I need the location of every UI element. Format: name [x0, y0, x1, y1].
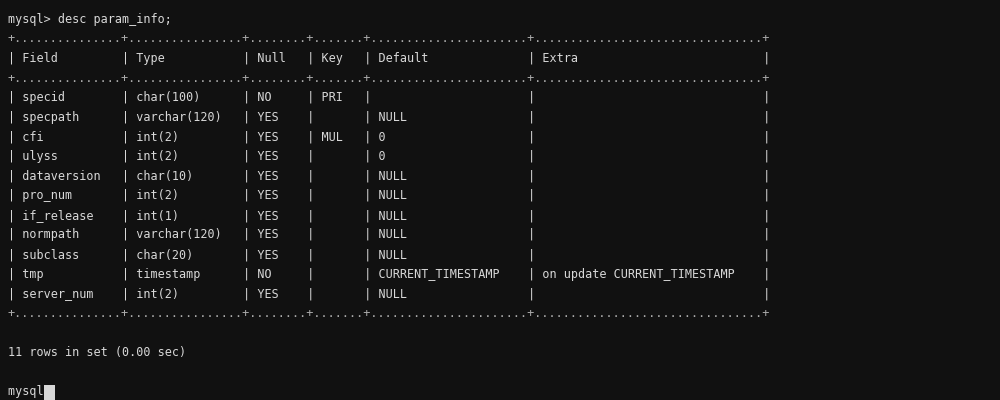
Text: mysql>: mysql> — [8, 385, 58, 398]
Text: 11 rows in set (0.00 sec): 11 rows in set (0.00 sec) — [8, 346, 186, 359]
Text: | pro_num       | int(2)         | YES    |       | NULL                 |      : | pro_num | int(2) | YES | | NULL | — [8, 189, 770, 202]
Text: +...............+................+........+.......+......................+......: +...............+................+......… — [8, 307, 770, 320]
Text: | ulyss         | int(2)         | YES    |       | 0                    |      : | ulyss | int(2) | YES | | 0 | — [8, 150, 770, 163]
Text: +...............+................+........+.......+......................+......: +...............+................+......… — [8, 72, 770, 85]
Text: | specpath      | varchar(120)   | YES    |       | NULL                 |      : | specpath | varchar(120) | YES | | NULL… — [8, 111, 770, 124]
Text: | specid        | char(100)      | NO     | PRI   |                      |      : | specid | char(100) | NO | PRI | | — [8, 91, 770, 104]
Text: | dataversion   | char(10)       | YES    |       | NULL                 |      : | dataversion | char(10) | YES | | NULL … — [8, 170, 770, 182]
Text: | if_release    | int(1)         | YES    |       | NULL                 |      : | if_release | int(1) | YES | | NULL | — [8, 209, 770, 222]
Text: mysql> desc param_info;: mysql> desc param_info; — [8, 13, 172, 26]
Text: +...............+................+........+.......+......................+......: +...............+................+......… — [8, 32, 770, 46]
Text: | cfi           | int(2)         | YES    | MUL   | 0                    |      : | cfi | int(2) | YES | MUL | 0 | — [8, 130, 770, 144]
Text: | tmp           | timestamp      | NO     |       | CURRENT_TIMESTAMP    | on up: | tmp | timestamp | NO | | CURRENT_TIMES… — [8, 268, 770, 281]
Text: | subclass      | char(20)       | YES    |       | NULL                 |      : | subclass | char(20) | YES | | NULL | — [8, 248, 770, 261]
Text: | server_num    | int(2)         | YES    |       | NULL                 |      : | server_num | int(2) | YES | | NULL | — [8, 287, 770, 300]
FancyBboxPatch shape — [44, 385, 55, 400]
Text: | normpath      | varchar(120)   | YES    |       | NULL                 |      : | normpath | varchar(120) | YES | | NULL… — [8, 228, 770, 242]
Text: | Field         | Type           | Null   | Key   | Default              | Extra: | Field | Type | Null | Key | Default | … — [8, 52, 770, 65]
